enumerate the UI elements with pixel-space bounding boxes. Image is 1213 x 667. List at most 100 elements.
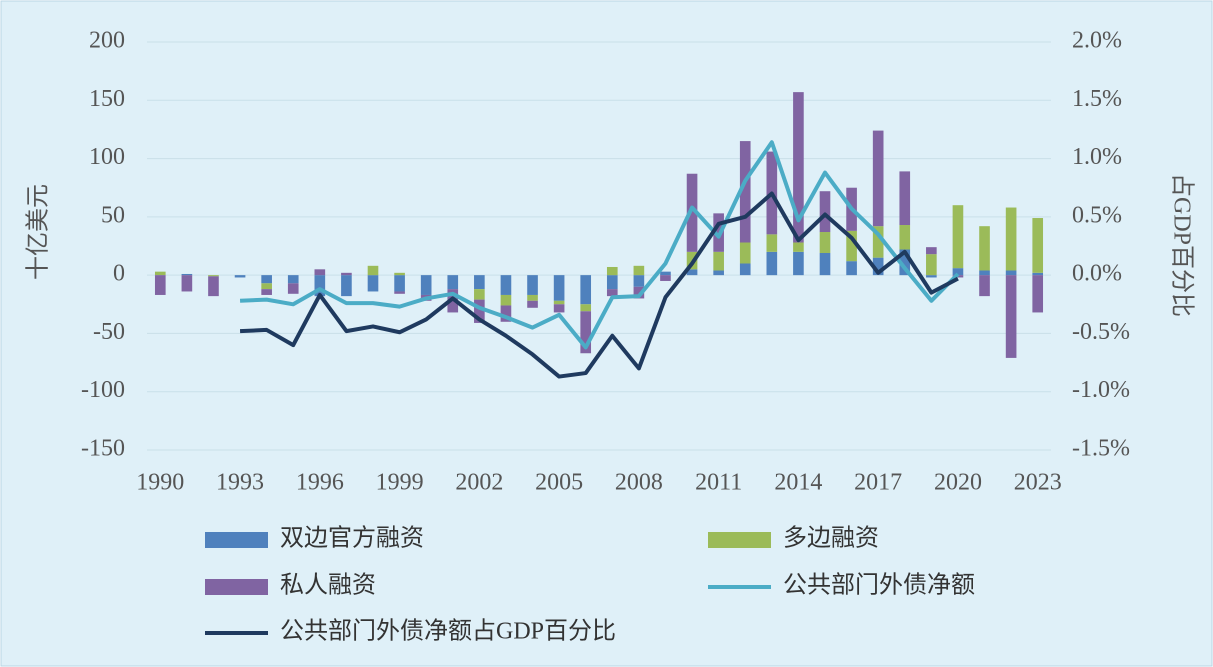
bar	[553, 304, 565, 313]
y-tick-label: -150	[81, 436, 125, 462]
bar	[367, 275, 379, 292]
y2-tick-label: 2.0%	[1072, 28, 1122, 54]
bar	[660, 275, 671, 281]
y-tick-label: 100	[89, 144, 125, 170]
x-tick-label: 2011	[695, 470, 742, 496]
bar	[154, 275, 166, 295]
x-tick-label: 1993	[216, 470, 264, 496]
bar	[819, 232, 831, 253]
bar	[474, 299, 485, 323]
bar	[287, 283, 299, 294]
bar	[899, 171, 911, 226]
bar	[739, 141, 751, 243]
bar	[766, 251, 778, 276]
bar	[420, 275, 432, 295]
bar	[633, 265, 645, 276]
y2-tick-label: -0.5%	[1072, 319, 1130, 345]
bar	[234, 275, 246, 278]
bar	[660, 271, 671, 276]
bar	[793, 242, 804, 252]
y2-tick-label: 1.5%	[1072, 86, 1122, 112]
bar	[1032, 218, 1044, 273]
x-tick-label: 2023	[1014, 470, 1062, 496]
bar	[899, 225, 911, 250]
bar	[633, 286, 645, 299]
x-tick-label: 2020	[934, 470, 982, 496]
bar	[500, 294, 512, 306]
bar	[846, 230, 857, 262]
y2-axis-title: 占GDP百分比	[1168, 173, 1195, 317]
bar	[686, 269, 698, 276]
y-axis-title: 十亿美元	[25, 184, 52, 280]
bar	[500, 305, 512, 322]
bar	[739, 242, 751, 264]
bar	[314, 269, 326, 276]
bar	[793, 92, 804, 243]
bar	[474, 275, 485, 290]
bar	[1032, 275, 1044, 313]
bar	[341, 275, 352, 297]
bar	[341, 272, 352, 276]
y2-tick-label: -1.0%	[1072, 377, 1130, 403]
bar	[181, 275, 193, 292]
bar	[553, 300, 565, 305]
bar	[766, 234, 778, 252]
bar	[394, 291, 405, 294]
x-tick-label: 2017	[854, 470, 902, 496]
bar	[1005, 270, 1017, 276]
bar	[606, 266, 618, 276]
y2-tick-label: 1.0%	[1072, 144, 1122, 170]
bar	[633, 275, 645, 287]
bar	[1005, 207, 1017, 271]
bar	[287, 275, 299, 284]
bar	[686, 173, 698, 252]
bar	[819, 252, 831, 276]
bar	[553, 275, 565, 301]
y-tick-label: 200	[89, 28, 125, 54]
bar	[739, 263, 751, 276]
bar	[154, 271, 166, 276]
bar	[580, 304, 592, 312]
bar	[926, 275, 937, 278]
bar	[952, 268, 964, 276]
bar	[261, 289, 272, 295]
x-tick-label: 1996	[296, 470, 344, 496]
legend-label: 多边融资	[783, 525, 879, 552]
bar	[580, 275, 592, 305]
bar	[1005, 275, 1017, 358]
bar	[261, 283, 272, 290]
bar	[261, 275, 272, 284]
legend-label: 私人融资	[280, 572, 376, 599]
bar	[872, 257, 884, 276]
bar	[713, 270, 724, 276]
bar	[979, 275, 990, 297]
bar	[580, 311, 592, 354]
bar	[979, 270, 990, 276]
bar	[447, 275, 459, 290]
bar	[606, 275, 618, 290]
bar	[872, 130, 884, 227]
bar	[527, 300, 538, 308]
bar	[606, 289, 618, 297]
bar	[394, 272, 405, 276]
y-tick-label: -100	[81, 377, 125, 403]
x-tick-label: 2005	[535, 470, 583, 496]
bar	[926, 247, 937, 255]
y-tick-label: 0	[113, 261, 125, 287]
bar	[314, 275, 326, 297]
x-tick-label: 2008	[615, 470, 663, 496]
line	[239, 140, 960, 350]
y-tick-label: -50	[93, 319, 125, 345]
legend-swatch	[708, 532, 771, 548]
bar	[208, 276, 219, 297]
bar	[208, 275, 219, 277]
x-tick-label: 1990	[136, 470, 184, 496]
bar	[394, 275, 405, 292]
x-tick-label: 2002	[455, 470, 503, 496]
line	[239, 191, 959, 379]
x-tick-label: 1999	[376, 470, 424, 496]
legend-swatch	[205, 579, 268, 595]
bar	[926, 254, 937, 276]
legend-swatch	[205, 532, 268, 548]
